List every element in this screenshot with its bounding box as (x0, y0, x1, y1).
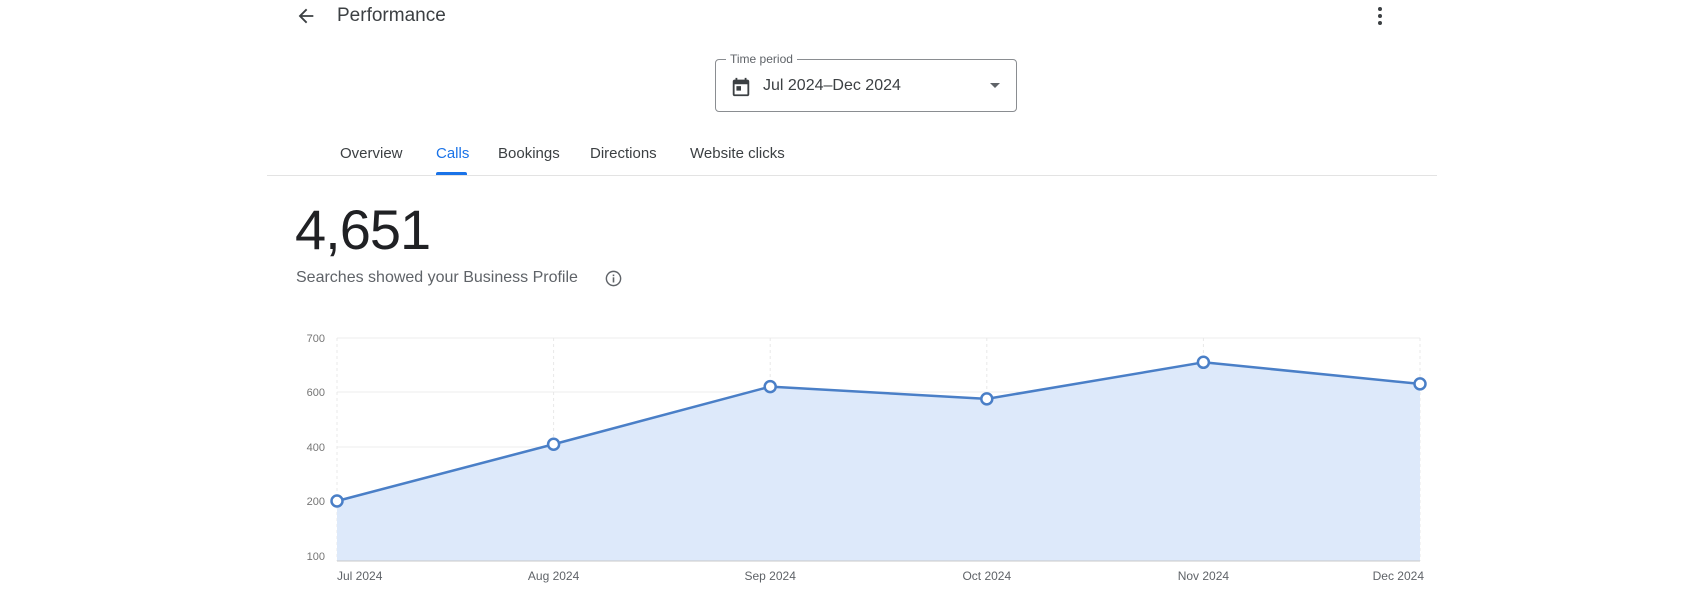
y-tick-label: 100 (307, 551, 325, 563)
arrow-left-icon (298, 8, 314, 24)
metric-value: 4,651 (295, 198, 431, 261)
calendar-icon (732, 77, 750, 97)
caret-down-icon (990, 83, 1000, 88)
metric-tabs: Overview Calls Bookings Directions Websi… (296, 133, 1436, 175)
tab-calls[interactable]: Calls (436, 145, 470, 162)
tab-overview[interactable]: Overview (340, 145, 403, 162)
x-tick-label: Jul 2024 (337, 569, 383, 583)
x-tick-label: Aug 2024 (528, 569, 580, 583)
more-options-button[interactable] (1366, 2, 1394, 30)
data-point (1196, 355, 1211, 370)
more-vert-icon (1378, 7, 1382, 25)
x-tick-label: Dec 2024 (1373, 569, 1425, 583)
y-tick-label: 200 (307, 496, 325, 508)
back-button[interactable] (290, 2, 322, 30)
data-point (546, 437, 561, 451)
tab-bookings[interactable]: Bookings (498, 145, 560, 162)
time-period-select[interactable]: Time period Jul 2024–Dec 2024 (715, 52, 1017, 112)
tab-directions[interactable]: Directions (590, 145, 657, 162)
data-point (330, 494, 344, 508)
metric-label: Searches showed your Business Profile (296, 269, 578, 286)
series-area (337, 362, 1420, 561)
active-tab-indicator (436, 172, 467, 175)
tabs-divider (267, 175, 1437, 176)
series-line (336, 361, 1421, 503)
data-point (763, 379, 777, 394)
x-tick-label: Oct 2024 (962, 569, 1011, 583)
data-point (1413, 377, 1427, 391)
y-tick-label: 400 (307, 442, 325, 454)
y-tick-label: 600 (307, 387, 325, 399)
page-title: Performance (337, 5, 446, 26)
info-button[interactable] (603, 268, 623, 288)
y-tick-label: 700 (307, 333, 325, 345)
info-icon (605, 270, 621, 286)
x-tick-label: Sep 2024 (745, 569, 797, 583)
time-period-label: Time period (726, 52, 797, 66)
data-point (980, 392, 994, 406)
tab-website-clicks[interactable]: Website clicks (690, 145, 785, 162)
x-tick-label: Nov 2024 (1178, 569, 1230, 583)
time-period-value: Jul 2024–Dec 2024 (763, 77, 901, 94)
